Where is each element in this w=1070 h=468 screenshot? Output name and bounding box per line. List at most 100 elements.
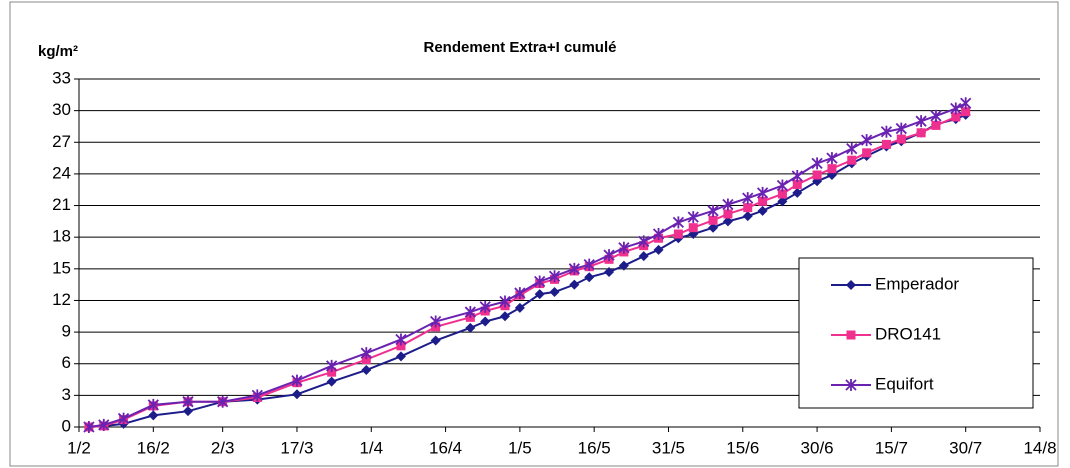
marker <box>548 270 561 283</box>
x-tick-label: 1/2 <box>67 438 91 457</box>
marker <box>251 389 263 402</box>
marker <box>950 102 962 115</box>
legend-label: Emperador <box>875 274 959 293</box>
x-tick-label: 16/5 <box>578 438 611 457</box>
y-tick-label: 12 <box>52 290 71 309</box>
x-tick-label: 31/5 <box>652 438 685 457</box>
marker <box>896 134 906 144</box>
marker <box>722 198 734 211</box>
marker <box>604 266 615 277</box>
marker <box>500 311 511 322</box>
marker <box>291 389 302 400</box>
marker <box>325 359 338 372</box>
marker <box>327 367 337 377</box>
marker <box>960 97 972 110</box>
marker <box>361 355 371 365</box>
marker <box>930 109 942 122</box>
x-tick-label: 2/3 <box>211 438 235 457</box>
y-tick-label: 30 <box>52 100 71 119</box>
x-tick-label: 16/2 <box>137 438 170 457</box>
marker <box>931 120 941 130</box>
x-tick-label: 30/6 <box>801 438 834 457</box>
marker <box>961 107 971 117</box>
marker <box>395 333 407 346</box>
marker <box>743 203 753 213</box>
marker <box>568 262 580 275</box>
marker <box>845 379 857 391</box>
marker <box>291 374 303 387</box>
marker <box>653 244 664 255</box>
marker <box>499 295 511 308</box>
legend-label: DRO141 <box>875 324 941 343</box>
marker <box>792 187 803 198</box>
marker <box>603 249 615 262</box>
marker <box>480 316 491 327</box>
x-tick-label: 1/5 <box>508 438 532 457</box>
y-axis-label: kg/m² <box>38 43 78 60</box>
marker <box>464 306 476 319</box>
marker <box>776 179 789 192</box>
marker <box>361 365 372 376</box>
marker <box>860 134 873 147</box>
chart-title: Rendement Extra+I cumulé <box>424 39 617 56</box>
x-tick-label: 17/3 <box>280 438 313 457</box>
marker <box>811 157 823 170</box>
marker <box>672 216 685 229</box>
marker <box>812 170 822 180</box>
x-tick-label: 15/7 <box>875 438 908 457</box>
marker <box>742 211 753 222</box>
marker <box>846 330 856 340</box>
marker <box>722 216 733 227</box>
marker <box>638 235 650 248</box>
marker <box>916 128 926 138</box>
y-tick-label: 24 <box>52 163 71 182</box>
y-tick-label: 15 <box>52 258 71 277</box>
marker <box>584 272 595 283</box>
x-tick-label: 1/4 <box>359 438 383 457</box>
marker <box>583 258 595 271</box>
marker <box>895 122 907 135</box>
marker <box>708 215 718 225</box>
chart-frame <box>9 1 1059 467</box>
marker <box>756 186 769 199</box>
marker <box>707 204 719 217</box>
marker <box>723 209 733 219</box>
marker <box>430 335 441 346</box>
marker <box>430 315 442 328</box>
marker <box>777 189 787 199</box>
marker <box>791 170 803 183</box>
marker <box>395 351 406 362</box>
marker <box>951 112 961 122</box>
marker <box>708 222 719 233</box>
marker <box>396 341 406 351</box>
marker <box>758 196 768 206</box>
marker <box>687 211 699 224</box>
marker <box>826 152 838 165</box>
marker <box>117 412 130 425</box>
y-tick-label: 9 <box>62 322 71 341</box>
x-tick-label: 30/7 <box>949 438 982 457</box>
marker <box>915 115 927 128</box>
marker <box>465 322 476 333</box>
marker <box>652 228 665 241</box>
marker <box>862 148 872 158</box>
y-tick-label: 0 <box>62 416 71 435</box>
marker <box>847 155 857 165</box>
marker <box>479 300 491 313</box>
marker <box>777 196 788 207</box>
marker <box>688 223 698 233</box>
marker <box>534 289 545 300</box>
marker <box>846 280 856 290</box>
marker <box>880 125 893 138</box>
legend-box <box>798 257 1034 409</box>
marker <box>534 275 546 288</box>
marker <box>217 395 229 408</box>
marker <box>881 139 891 149</box>
x-tick-label: 16/4 <box>429 438 462 457</box>
marker <box>569 279 580 290</box>
marker <box>514 287 526 300</box>
x-tick-label: 14/8 <box>1023 438 1056 457</box>
marker <box>326 376 337 387</box>
marker <box>638 251 649 262</box>
marker <box>742 192 754 205</box>
